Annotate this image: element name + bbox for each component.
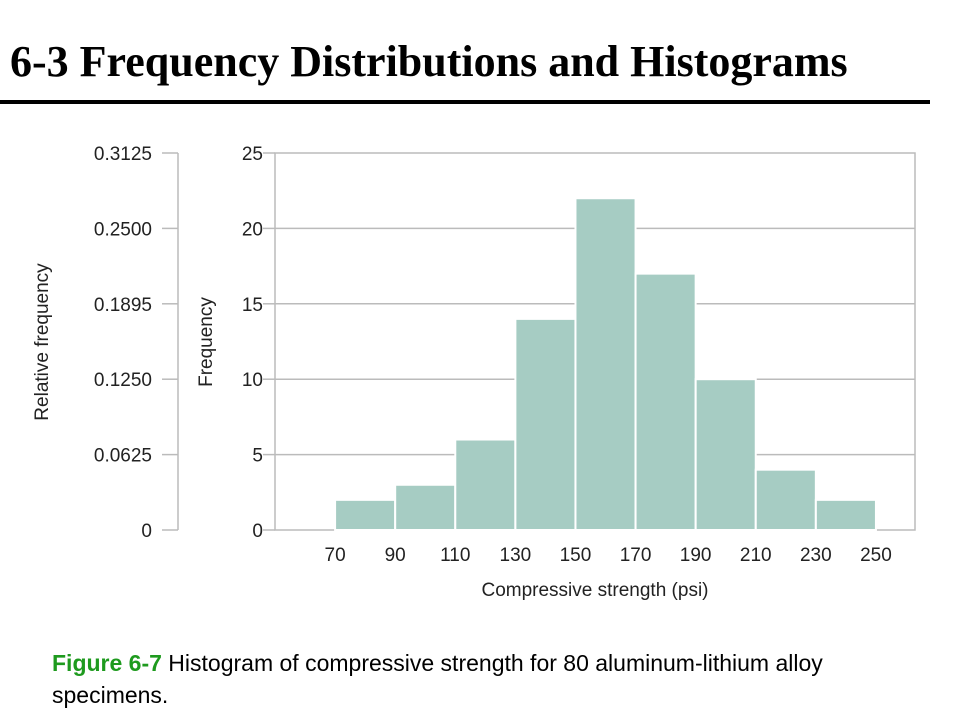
- histogram-bar: [634, 272, 697, 531]
- secondary-tick-label: 0: [141, 521, 152, 542]
- y-tick-label: 20: [242, 219, 263, 240]
- secondary-tick-label: 0.2500: [94, 219, 152, 240]
- histogram-bar: [694, 378, 757, 532]
- secondary-tick-label: 0.0625: [94, 446, 152, 467]
- histogram-bar: [334, 498, 397, 531]
- x-tick-label: 130: [500, 545, 532, 566]
- y-tick-label: 10: [242, 370, 263, 391]
- x-tick-label: 110: [440, 545, 470, 566]
- secondary-y-axis-title: Relative frequency: [32, 263, 53, 421]
- caption-text: Histogram of compressive strength for 80…: [52, 650, 823, 708]
- y-tick-label: 15: [242, 295, 263, 316]
- secondary-tick-label: 0.3125: [94, 144, 152, 165]
- y-tick-label: 25: [242, 144, 263, 165]
- histogram-bar: [574, 197, 637, 532]
- figure-caption: Figure 6-7 Histogram of compressive stre…: [52, 647, 892, 711]
- x-tick-label: 190: [680, 545, 712, 566]
- x-tick-label: 210: [740, 545, 772, 566]
- y-axis-title: Frequency: [196, 297, 217, 387]
- histogram-bar: [754, 468, 817, 531]
- histogram-bar: [514, 317, 577, 531]
- secondary-tick-label: 0.1250: [94, 370, 152, 391]
- x-tick-label: 250: [860, 545, 892, 566]
- y-tick-label: 0: [252, 521, 263, 542]
- title-divider: [0, 100, 930, 104]
- x-tick-label: 90: [385, 545, 406, 566]
- slide-title: 6-3 Frequency Distributions and Histogra…: [10, 37, 848, 86]
- x-tick-label: 70: [325, 545, 346, 566]
- histogram-chart: 051015202500.06250.12500.18950.25000.312…: [32, 144, 916, 601]
- figure-label: Figure 6-7: [52, 650, 162, 676]
- x-axis-title: Compressive strength (psi): [481, 580, 708, 601]
- y-tick-label: 5: [252, 446, 263, 467]
- histogram-bar: [394, 483, 457, 532]
- histogram-bar: [814, 498, 877, 531]
- secondary-tick-label: 0.1895: [94, 295, 152, 316]
- x-tick-label: 170: [620, 545, 652, 566]
- x-tick-label: 150: [560, 545, 592, 566]
- histogram-bar: [454, 438, 517, 531]
- x-tick-label: 230: [800, 545, 832, 566]
